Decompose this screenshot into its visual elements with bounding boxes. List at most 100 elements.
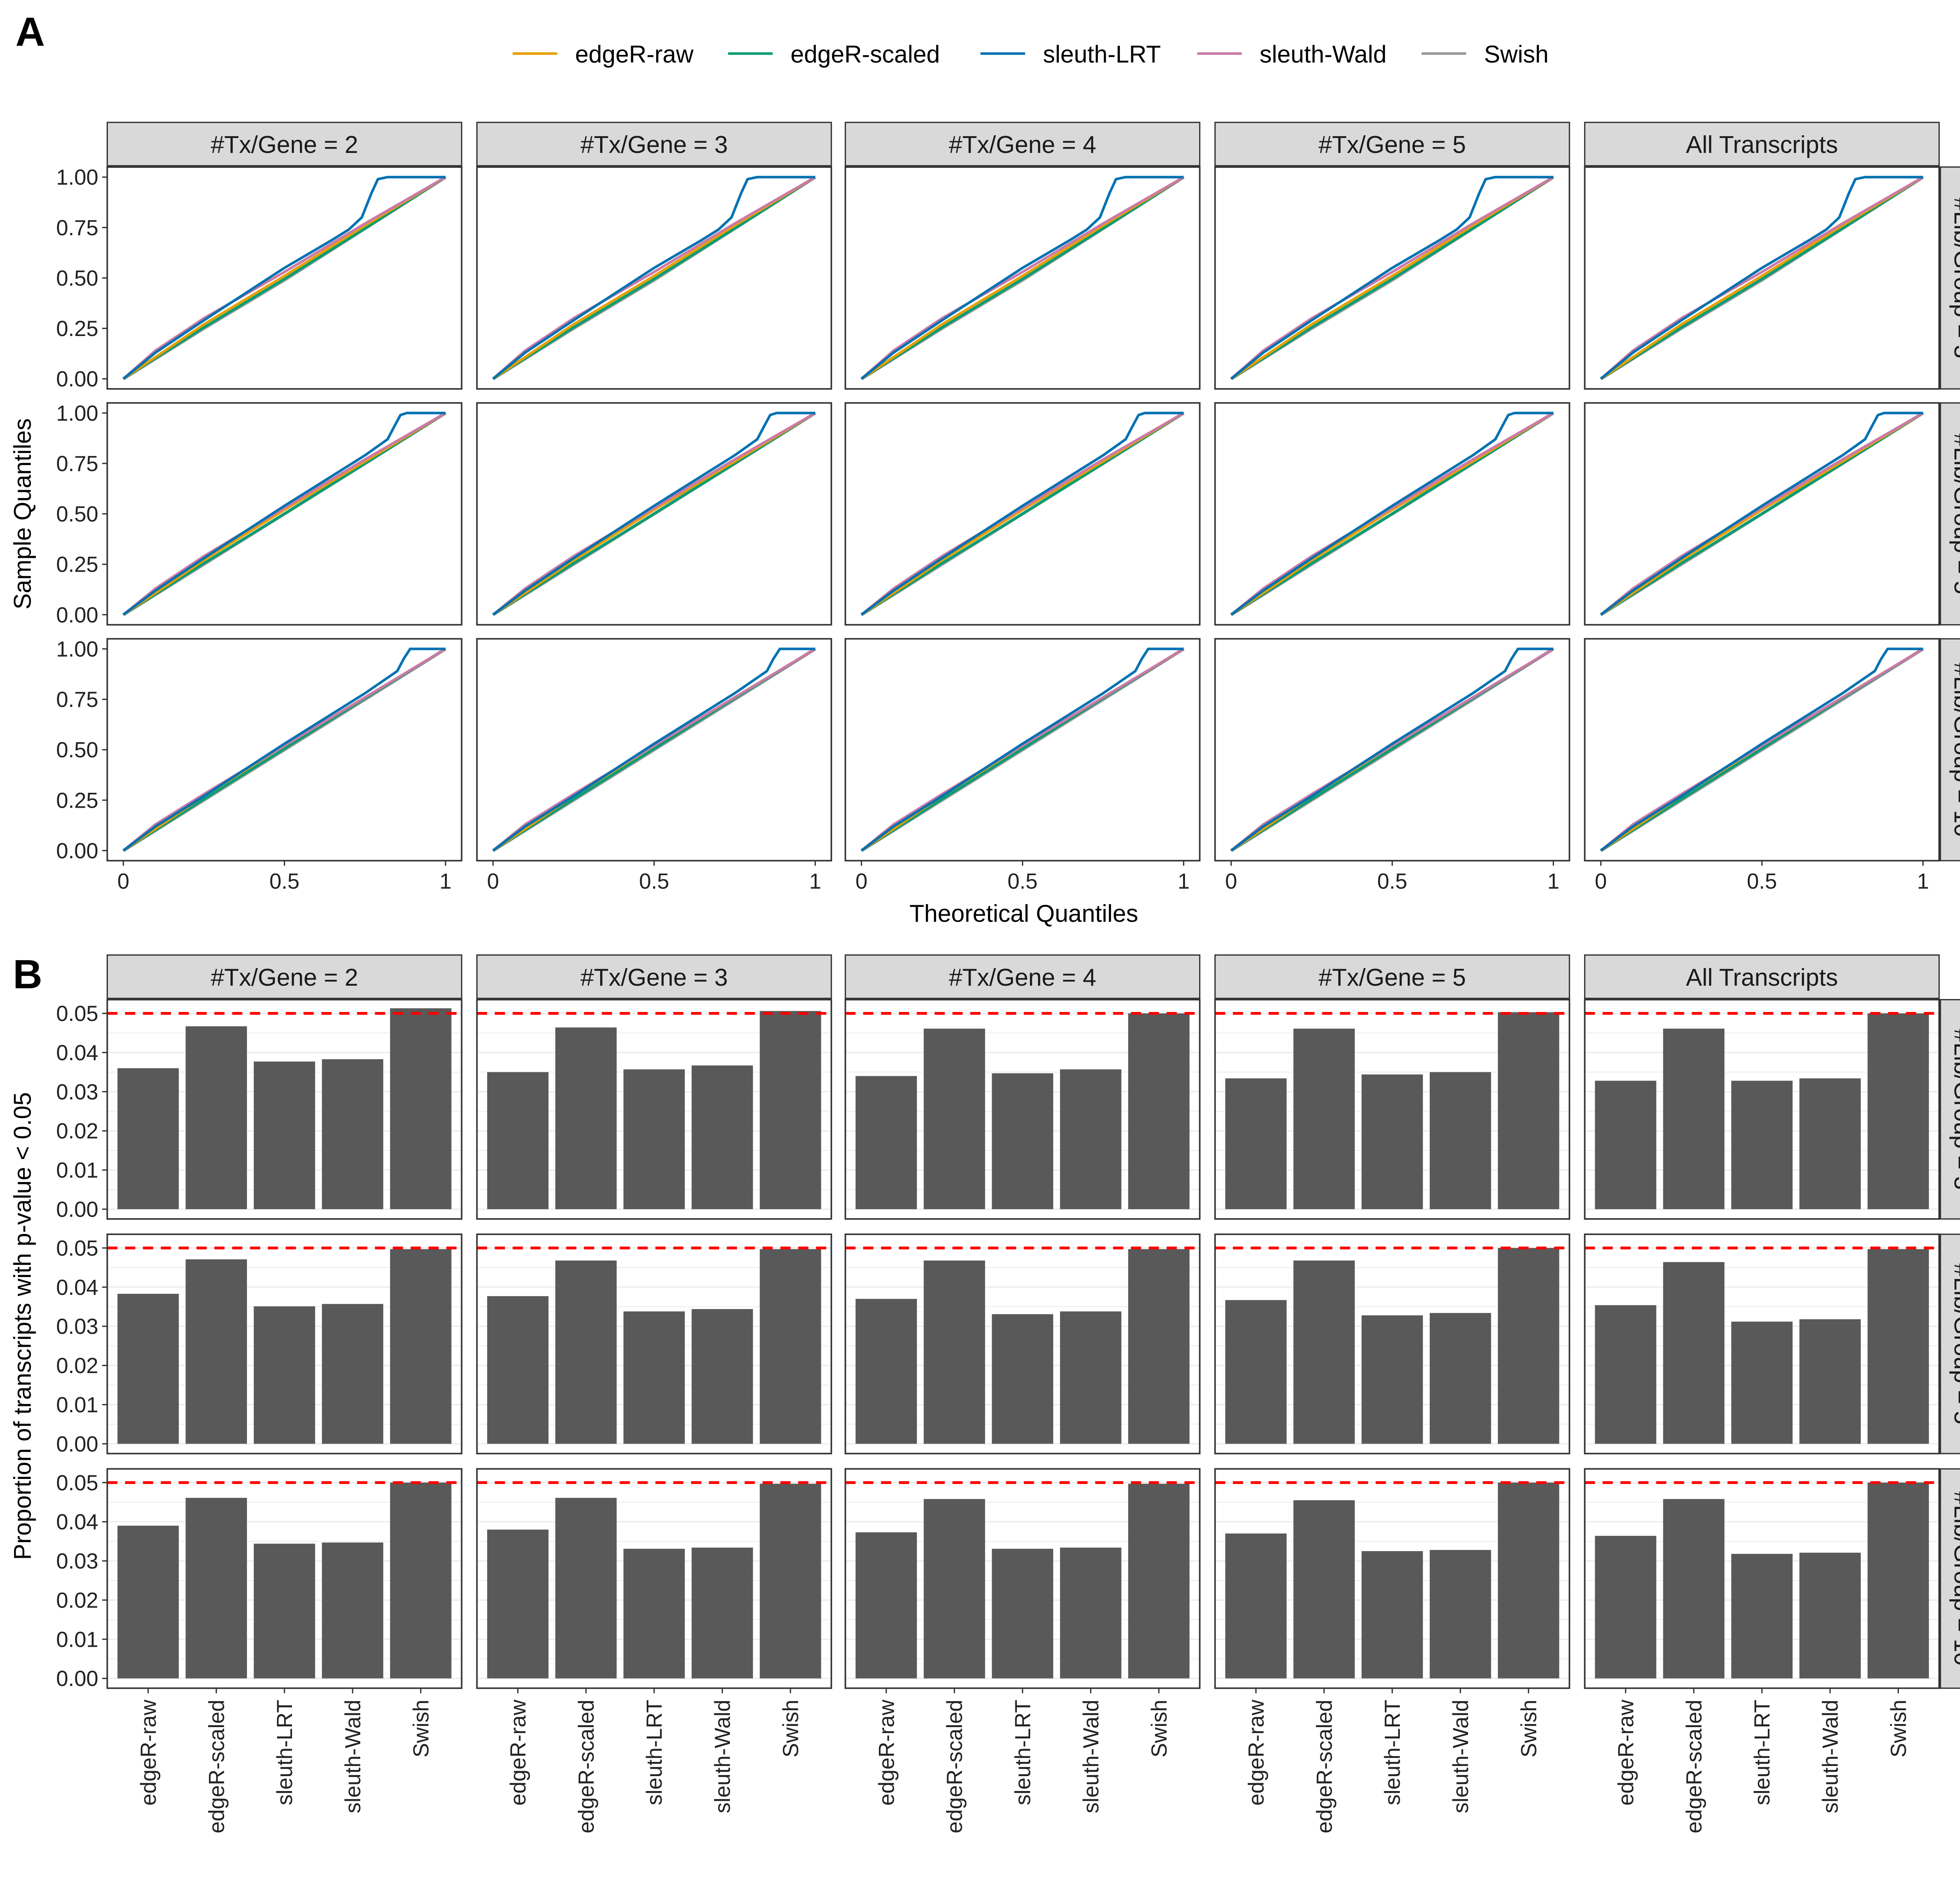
qq-panel: 0.00 0.25 0.50 0.75 1.00 0 0.5 1 xyxy=(56,637,463,894)
x-tick-label: 0.5 xyxy=(1007,869,1038,894)
bar-edgeR-scaled xyxy=(924,1499,985,1679)
y-tick-label: 0.02 xyxy=(56,1119,98,1143)
bar-edgeR-raw xyxy=(855,1299,917,1444)
bar-Swish xyxy=(1867,1249,1929,1444)
bar-sleuth-Wald xyxy=(1799,1553,1861,1679)
bar-sleuth-LRT xyxy=(1361,1074,1423,1209)
legend-item: edgeR-raw xyxy=(512,41,694,68)
qq-line-edgeR-scaled xyxy=(1600,176,1924,380)
y-tick-label: 0.02 xyxy=(56,1588,98,1612)
bar-column-strip-label: All Transcripts xyxy=(1686,964,1838,991)
bar-panel-border xyxy=(106,999,463,1220)
qq-line-sleuth-LRT xyxy=(1230,647,1553,852)
qq-panel-border xyxy=(476,166,832,390)
bar-edgeR-raw xyxy=(1225,1533,1287,1679)
x-tick-label: 1 xyxy=(1547,869,1559,894)
bar-panel: 0.00 0.01 0.02 0.03 0.04 0.05 xyxy=(56,999,463,1221)
y-tick-label: 0.00 xyxy=(56,839,98,863)
x-tick-label: edgeR-scaled xyxy=(1312,1700,1336,1833)
y-tick-label: 0.50 xyxy=(56,266,98,290)
y-tick-label: 1.00 xyxy=(56,637,98,661)
qq-line-sleuth-LRT xyxy=(1600,647,1923,852)
bar-column-strip xyxy=(106,954,463,999)
bar-sleuth-LRT xyxy=(992,1073,1053,1209)
y-tick-label: 0.05 xyxy=(56,1236,98,1260)
bar-panel xyxy=(1584,1233,1940,1455)
y-tick-label: 0.75 xyxy=(56,687,98,712)
qq-line-sleuth-LRT xyxy=(122,412,446,616)
x-tick-label: Swish xyxy=(1517,1700,1541,1757)
y-tick-label: 0.03 xyxy=(56,1314,98,1339)
x-axis-label: Theoretical Quantiles xyxy=(909,900,1138,927)
x-tick-label: edgeR-raw xyxy=(1244,1699,1268,1806)
bar-panel xyxy=(1584,999,1940,1220)
x-tick-label: Swish xyxy=(409,1700,433,1757)
panel-label-b: B xyxy=(13,952,42,997)
x-tick-label: 0.5 xyxy=(269,869,299,894)
bar-sleuth-LRT xyxy=(992,1314,1053,1444)
bar-panel: 0.00 0.01 0.02 0.03 0.04 0.05 edgeR-raw edgeR-s… xyxy=(56,1468,463,1833)
x-tick-label: edgeR-scaled xyxy=(1682,1700,1706,1833)
y-tick-label: 0.03 xyxy=(56,1549,98,1573)
qq-panel xyxy=(476,402,832,626)
bar-sleuth-LRT xyxy=(623,1069,685,1209)
bar-edgeR-raw xyxy=(1595,1305,1657,1444)
bar-panel-border xyxy=(1584,999,1940,1220)
bar-sleuth-Wald xyxy=(691,1065,753,1209)
qq-line-sleuth-LRT xyxy=(1230,176,1553,380)
y-tick-label: 0.75 xyxy=(56,216,98,240)
y-axis-label: Proportion of transcripts with p-value <… xyxy=(9,1092,36,1560)
bar-Swish xyxy=(760,1249,821,1444)
y-tick-label: 0.25 xyxy=(56,316,98,341)
bar-edgeR-scaled xyxy=(185,1498,247,1679)
bar-Swish xyxy=(760,1484,821,1679)
bar-sleuth-LRT xyxy=(623,1311,685,1444)
bar-panel-border xyxy=(476,1233,832,1455)
bar-Swish xyxy=(760,1011,821,1209)
bar-row-strip-label: #Lib/Group = 10 xyxy=(1949,1491,1960,1666)
qq-column-strip xyxy=(844,122,1201,167)
bar-edgeR-raw xyxy=(487,1296,549,1444)
qq-line-edgeR-scaled xyxy=(1230,176,1554,380)
bar-column-strip-label: #Tx/Gene = 2 xyxy=(211,964,358,991)
qq-line-sleuth-LRT xyxy=(1600,176,1923,380)
qq-line-edgeR-scaled xyxy=(122,176,446,380)
bar-panel-border xyxy=(844,999,1201,1220)
x-tick-label: Swish xyxy=(1147,1700,1171,1757)
qq-panel xyxy=(1214,166,1570,390)
x-tick-label: 0 xyxy=(487,869,499,894)
bar-column-strip xyxy=(1584,954,1940,999)
bar-Swish xyxy=(1867,1482,1929,1679)
bar-panel-border xyxy=(844,1233,1201,1455)
y-axis-label: Sample Quantiles xyxy=(9,418,36,610)
bar-panel: edgeR-raw edgeR-scaled sleuth-LRT sleuth-Wa… xyxy=(1214,1468,1570,1833)
qq-row-strip-label: #Lib/Group = 3 xyxy=(1949,198,1960,358)
qq-line-sleuth-LRT xyxy=(492,412,815,616)
y-tick-label: 0.00 xyxy=(56,1197,98,1221)
qq-column-strip xyxy=(476,122,832,167)
qq-panel: 0 0.5 1 xyxy=(1214,638,1570,894)
bar-edgeR-scaled xyxy=(1293,1260,1355,1444)
bar-edgeR-scaled xyxy=(1663,1028,1725,1209)
y-tick-label: 0.00 xyxy=(56,367,98,391)
legend-label: sleuth-LRT xyxy=(1043,41,1161,68)
qq-column-strip-label: #Tx/Gene = 3 xyxy=(581,131,728,158)
bar-edgeR-scaled xyxy=(555,1027,617,1209)
bar-row-strip-label: #Lib/Group = 3 xyxy=(1949,1029,1960,1190)
x-tick-label: edgeR-raw xyxy=(136,1699,160,1806)
qq-panel: 0 0.5 1 xyxy=(476,638,832,894)
bar-edgeR-scaled xyxy=(185,1259,247,1444)
bar-sleuth-Wald xyxy=(1060,1069,1122,1209)
x-tick-label: 0.5 xyxy=(639,869,669,894)
bar-edgeR-raw xyxy=(855,1532,917,1679)
y-tick-label: 0.25 xyxy=(56,788,98,812)
x-tick-label: 1 xyxy=(809,869,821,894)
legend-label: edgeR-scaled xyxy=(791,41,940,68)
bar-Swish xyxy=(1128,1484,1190,1679)
qq-line-sleuth-LRT xyxy=(492,647,815,852)
bar-sleuth-Wald xyxy=(1430,1072,1491,1209)
qq-line-sleuth-LRT xyxy=(122,647,446,852)
bar-edgeR-raw xyxy=(855,1076,917,1209)
qq-line-edgeR-scaled xyxy=(492,176,816,380)
qq-panel-border xyxy=(1214,402,1570,626)
